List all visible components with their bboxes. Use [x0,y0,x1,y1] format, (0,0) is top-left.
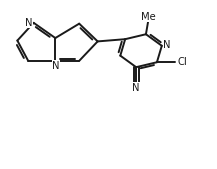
Text: N: N [163,40,171,50]
Text: N: N [25,18,33,28]
Text: Me: Me [141,12,155,22]
Text: N: N [132,83,140,93]
Text: Cl: Cl [177,57,187,67]
Text: N: N [52,61,60,71]
